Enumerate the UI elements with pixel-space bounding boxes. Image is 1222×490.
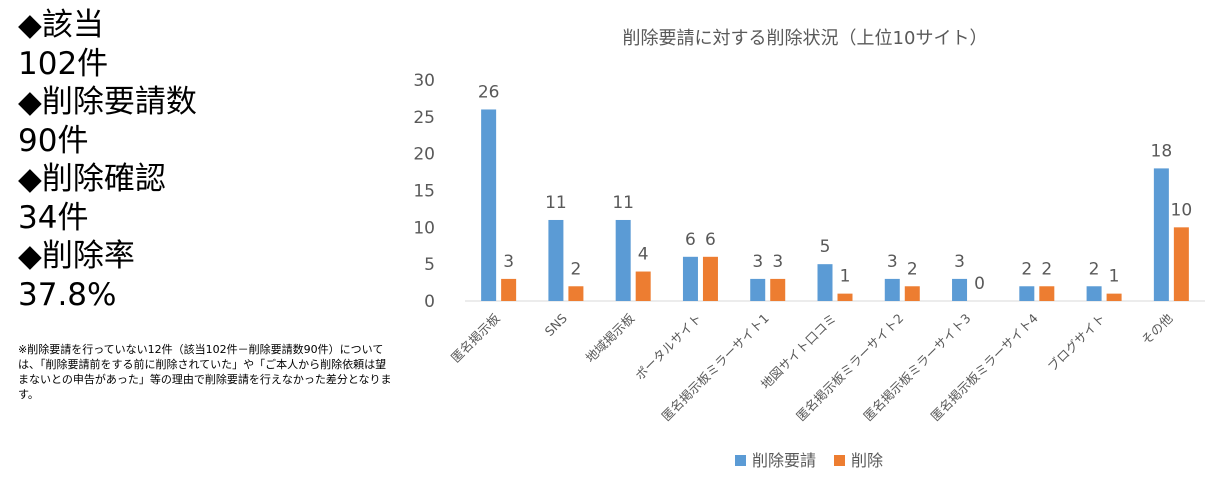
data-label: 10 [1171, 200, 1193, 220]
stat-label-rate: ◆削除率 [18, 238, 135, 274]
bar-request [481, 109, 497, 301]
bar-delete [1173, 227, 1189, 301]
y-tick-label: 20 [413, 145, 435, 165]
stat-label-hits: ◆該当 [18, 7, 104, 43]
bar-delete [1106, 293, 1122, 301]
data-label: 2 [907, 259, 918, 279]
bar-request [1019, 286, 1035, 301]
data-label: 2 [570, 259, 581, 279]
data-label: 5 [820, 237, 831, 257]
data-label: 6 [705, 230, 716, 250]
x-tick-label: ポータルサイト [632, 311, 704, 383]
chart-title: 削除要請に対する削除状況（上位10サイト） [623, 28, 988, 49]
bar-delete [837, 293, 853, 301]
data-label: 2 [1041, 259, 1052, 279]
x-tick-label: 匿名掲示板ミラーサイト4 [928, 310, 1041, 423]
x-tick-label: 匿名掲示板 [448, 310, 503, 365]
x-tick-label: ブログサイト [1045, 311, 1109, 375]
data-label: 3 [772, 252, 783, 272]
stat-value-hits: 102件 [18, 45, 109, 82]
summary-stats: ◆該当 102件 ◆削除要請数 90件 ◆削除確認 34件 ◆削除率 37.8% [18, 6, 408, 314]
data-label: 18 [1151, 141, 1173, 161]
stat-value-rate: 37.8% [18, 276, 117, 313]
data-label: 0 [974, 274, 985, 294]
bar-request [884, 278, 900, 301]
data-label: 1 [1109, 267, 1120, 287]
bar-request [952, 278, 968, 301]
footnote: ※削除要請を行っていない12件（該当102件－削除要請数90件）については、「削… [18, 343, 392, 401]
data-label: 3 [887, 252, 898, 272]
bar-delete [702, 256, 718, 301]
bar-delete [770, 278, 786, 301]
data-label: 3 [954, 252, 965, 272]
y-axis: 0 5 10 15 20 25 30 [413, 71, 435, 312]
bars [481, 109, 1189, 301]
data-label: 2 [1021, 259, 1032, 279]
legend-swatch-delete [834, 455, 845, 466]
stat-value-requests: 90件 [18, 122, 89, 159]
y-tick-label: 5 [424, 255, 435, 275]
bar-delete [568, 286, 584, 301]
bar-request [682, 256, 698, 301]
data-label: 1 [840, 267, 851, 287]
x-axis: 匿名掲示板 SNS 地域掲示板ポータルサイト匿名掲示板ミラーサイト1地図サイト口コミ… [448, 310, 1176, 424]
bar-delete [501, 278, 517, 301]
y-tick-label: 10 [413, 218, 435, 238]
x-tick-label: 匿名掲示板ミラーサイト2 [793, 311, 906, 424]
bar-request [1153, 168, 1169, 301]
x-tick-label: SNS [542, 310, 570, 338]
stat-label-confirmed: ◆削除確認 [18, 161, 166, 197]
legend-label: 削除 [851, 451, 883, 470]
legend: 削除要請 削除 [735, 451, 883, 470]
data-label: 2 [1089, 259, 1100, 279]
bar-request [817, 264, 833, 301]
data-label: 3 [752, 252, 763, 272]
bar-request [1086, 286, 1102, 301]
bar-delete [904, 286, 920, 301]
data-label: 6 [685, 230, 696, 250]
legend-swatch-request [735, 455, 746, 466]
y-tick-label: 25 [413, 108, 435, 128]
legend-label: 削除要請 [752, 451, 816, 470]
stat-label-requests: ◆削除要請数 [18, 84, 197, 120]
y-tick-label: 30 [413, 71, 435, 91]
stat-value-confirmed: 34件 [18, 199, 89, 236]
x-tick-label: 匿名掲示板ミラーサイト1 [659, 311, 772, 424]
y-tick-label: 0 [424, 292, 435, 312]
data-label: 26 [478, 82, 500, 102]
bar-delete [1039, 286, 1055, 301]
data-label: 4 [638, 245, 649, 265]
data-label: 3 [503, 252, 514, 272]
data-label: 11 [545, 193, 567, 213]
x-tick-label: 匿名掲示板ミラーサイト3 [860, 311, 973, 424]
bar-delete [635, 271, 651, 301]
data-label: 11 [612, 193, 634, 213]
x-tick-label: 地域掲示板 [582, 310, 637, 365]
bar-request [615, 219, 631, 301]
bar-request [548, 219, 564, 301]
y-tick-label: 15 [413, 182, 435, 202]
x-tick-label: その他 [1138, 310, 1175, 347]
bar-request [750, 278, 766, 301]
